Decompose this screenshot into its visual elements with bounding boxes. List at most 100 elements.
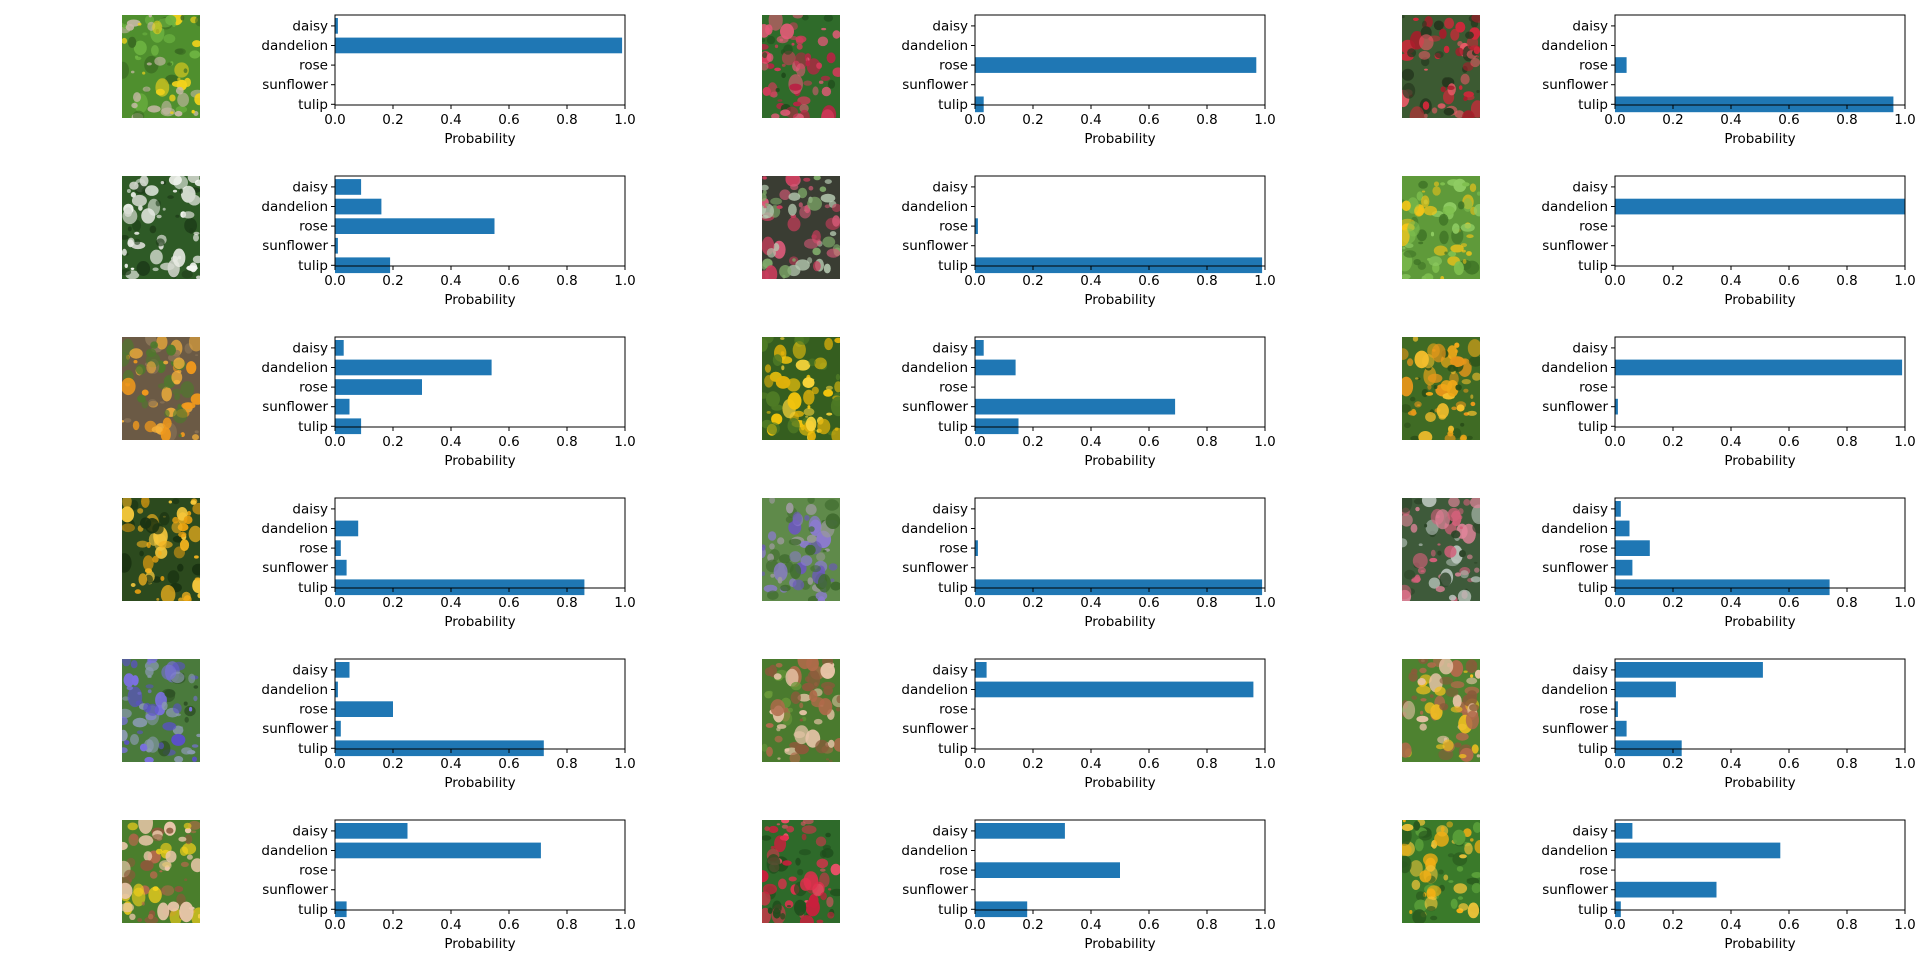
thumbnail-texture-spot (1460, 223, 1475, 232)
thumbnail-texture-spot (768, 825, 779, 834)
thumbnail-texture-spot (801, 833, 807, 841)
y-tick-label: sunflower (262, 77, 328, 93)
thumbnail-texture-spot (814, 357, 827, 370)
thumbnail-texture-spot (144, 574, 153, 585)
x-axis-label: Probability (1724, 131, 1795, 147)
x-tick-label: 0.8 (556, 756, 577, 772)
thumbnail-texture-spot (127, 226, 132, 232)
y-tick-label: dandelion (261, 682, 328, 698)
thumbnail-texture-spot (122, 523, 135, 533)
x-tick-label: 0.2 (1662, 917, 1683, 933)
y-tick-label: daisy (1572, 18, 1608, 34)
thumbnail-texture-spot (1476, 55, 1480, 58)
thumbnail-texture-spot (1440, 826, 1445, 832)
bar-rose (335, 701, 393, 717)
thumbnail-texture-spot (149, 225, 157, 234)
thumbnail-texture-spot (184, 77, 191, 87)
x-tick-label: 0.4 (440, 434, 461, 450)
thumbnail-texture-spot (822, 672, 833, 679)
thumbnail-texture-spot (143, 851, 153, 862)
x-tick-label: 0.4 (1720, 112, 1741, 128)
thumbnail-texture-spot (1407, 221, 1420, 237)
thumbnail-texture-spot (1402, 15, 1405, 19)
x-tick-label: 0.0 (1604, 434, 1625, 450)
y-tick-label: rose (1579, 863, 1608, 879)
thumbnail-texture-spot (1430, 915, 1438, 921)
thumbnail-texture-spot (779, 265, 792, 278)
thumbnail-texture-spot (820, 75, 831, 81)
thumbnail-texture-spot (795, 259, 810, 271)
thumbnail-texture-spot (766, 53, 774, 62)
thumbnail-texture-spot (161, 100, 172, 115)
thumbnail-texture-spot (1469, 183, 1477, 192)
thumbnail-texture-spot (820, 193, 836, 203)
thumbnail-texture-spot (1428, 256, 1443, 267)
thumbnail-texture-spot (122, 747, 128, 754)
y-tick-label: tulip (298, 258, 328, 274)
y-tick-label: daisy (1572, 179, 1608, 195)
thumbnail-texture-spot (1450, 706, 1463, 713)
bar-tulip (1615, 579, 1830, 596)
thumbnail-texture-spot (792, 579, 805, 591)
thumbnail-texture-spot (196, 733, 200, 738)
x-tick-label: 0.8 (556, 595, 577, 611)
thumbnail-texture-spot (158, 540, 173, 549)
x-axis-label: Probability (444, 292, 515, 308)
thumbnail-texture-spot (805, 416, 817, 432)
prediction-panels: daisy dandelion rose sunflower tulip 0.0 0.2 0.… (122, 14, 1916, 952)
thumbnail-texture-spot (767, 82, 778, 97)
x-tick-label: 0.8 (1196, 595, 1217, 611)
thumbnail-texture-spot (819, 186, 827, 192)
thumbnail-texture-spot (163, 34, 176, 44)
thumbnail-texture-spot (803, 871, 819, 891)
thumbnail-texture-spot (190, 500, 197, 505)
thumbnail-texture-spot (1416, 715, 1429, 723)
thumbnail-texture-spot (803, 177, 811, 182)
thumbnail-texture-spot (177, 92, 190, 107)
thumbnail-texture-spot (828, 739, 835, 748)
y-tick-label: tulip (938, 580, 968, 596)
thumbnail-texture-spot (832, 30, 840, 39)
thumbnail-texture-spot (1448, 594, 1457, 601)
bar-tulip (335, 257, 391, 274)
x-tick-label: 1.0 (614, 756, 635, 772)
bar-tulip (975, 579, 1263, 596)
pink-lupins-photo (1402, 498, 1480, 601)
axes-frame (974, 175, 1266, 267)
thumbnail-texture-spot (168, 500, 172, 504)
thumbnail-texture-spot (130, 241, 146, 250)
x-tick-label: 0.0 (1604, 756, 1625, 772)
x-tick-label: 0.8 (1836, 434, 1857, 450)
thumbnail-texture-spot (821, 848, 834, 858)
x-axis-label: Probability (1724, 292, 1795, 308)
thumbnail-texture-spot (147, 675, 152, 678)
thumbnail-texture-spot (193, 695, 198, 702)
thumbnail-texture-spot (1419, 723, 1427, 731)
x-tick-label: 0.0 (1604, 595, 1625, 611)
thumbnail-texture-spot (181, 591, 191, 601)
y-tick-label: daisy (1572, 823, 1608, 839)
y-tick-label: tulip (298, 580, 328, 596)
y-tick-label: dandelion (261, 38, 328, 54)
x-tick-label: 0.2 (1022, 756, 1043, 772)
x-tick-label: 0.2 (1662, 756, 1683, 772)
thumbnail-texture-spot (1455, 21, 1466, 33)
bar-daisy (335, 179, 362, 195)
white-flowers-photo (122, 176, 200, 279)
y-tick-label: daisy (1572, 662, 1608, 678)
thumbnail-texture-spot (824, 179, 832, 185)
y-tick-label: rose (1579, 380, 1608, 396)
bar-dandelion (1615, 520, 1630, 537)
thumbnail-texture-spot (773, 243, 780, 252)
thumbnail-texture-spot (826, 412, 833, 416)
red-tulip-photo (1402, 15, 1480, 118)
thumbnail-texture-spot (1402, 843, 1412, 857)
thumbnail-texture-spot (775, 376, 791, 389)
x-tick-label: 0.2 (382, 595, 403, 611)
yellow-wildflowers-photo (1402, 820, 1480, 923)
